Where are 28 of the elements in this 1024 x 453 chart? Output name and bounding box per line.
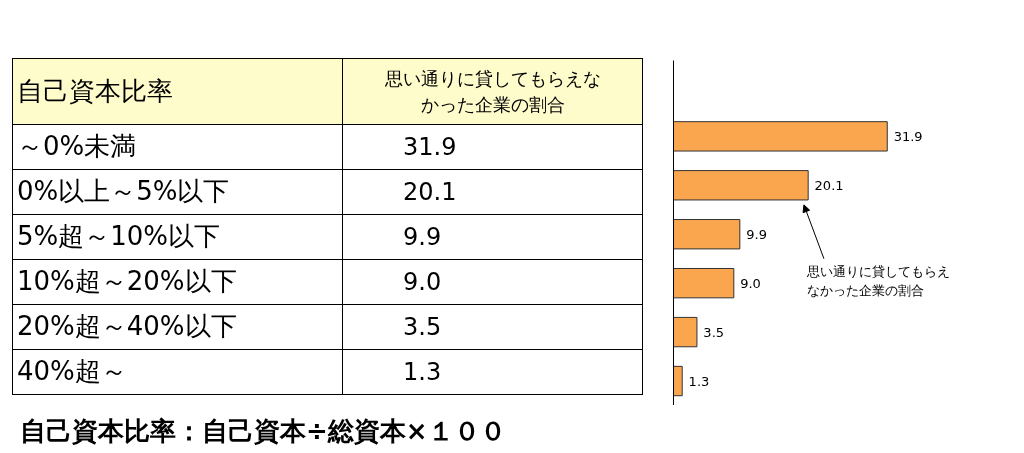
data-label: 9.9 [746,226,767,242]
text: 3.5 [403,312,442,341]
y-tick-label: 0%以上～5%以下 [12,169,343,215]
data-label: 9.0 [740,275,761,291]
data-label: 3.5 [703,324,725,340]
text: 自己資本比率：自己資本÷総資本×１００ [20,415,506,448]
text: 1.3 [403,357,442,386]
bar [673,316,698,348]
text: 9.0 [403,267,442,296]
bar [673,170,809,201]
text: 31.9 [403,132,457,161]
bar [673,267,735,299]
annotation: 思い通りに貸してもらえなかった企業の割合 [805,263,950,299]
y-tick-label: 20%超～40%以下 [12,304,343,350]
data-label: 31.9 [893,128,923,144]
bar [673,365,683,397]
bar [673,121,888,152]
y-axis-title: 自己資本比率 [12,58,343,125]
y-tick-label: 5%超～10%以下 [12,214,343,260]
y-tick-label: ～0%未満 [12,124,343,170]
data-label: 1.3 [688,373,710,389]
y-tick-label: 10%超～20%以下 [12,259,343,305]
text: 9.9 [403,222,442,251]
x-axis-title: 思い通りに貸してもらえなかった企業の割合 [342,58,643,125]
data-label: 20.1 [814,177,844,193]
y-tick-label: 40%超～ [12,349,343,395]
bar [673,219,741,250]
text: 20.1 [403,177,457,206]
